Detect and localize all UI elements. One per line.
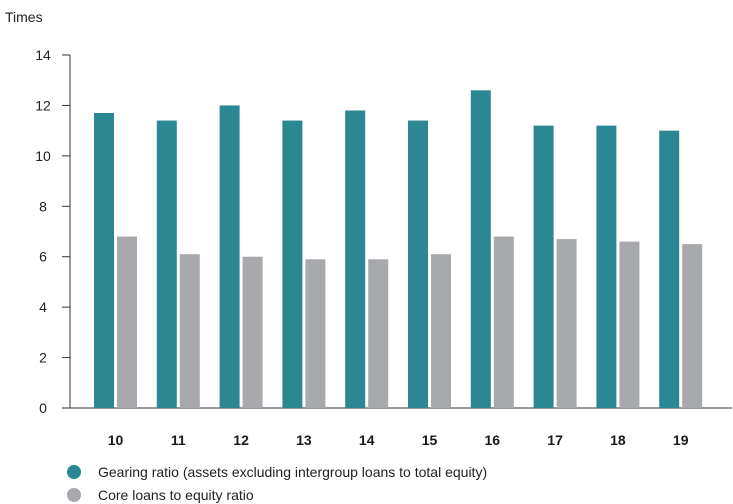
legend-label-gearing: Gearing ratio (assets excluding intergro… — [98, 464, 487, 480]
y-tick-label: 4 — [39, 299, 47, 315]
y-tick-label: 8 — [39, 198, 47, 214]
legend-item-gearing: Gearing ratio (assets excluding intergro… — [67, 464, 487, 480]
bar-gearing-ratio — [470, 90, 491, 409]
bar-core-loans-ratio — [117, 236, 137, 408]
x-category-label: 10 — [108, 432, 124, 448]
bar-gearing-ratio — [408, 120, 428, 409]
bar-core-loans-ratio — [305, 259, 326, 408]
y-tick-label: 2 — [39, 350, 47, 366]
bar-gearing-ratio — [156, 120, 177, 409]
bar-core-loans-ratio — [368, 259, 389, 408]
y-axis-unit-label: Times — [5, 9, 43, 25]
bar-core-loans-ratio — [493, 236, 514, 408]
y-tick-label: 6 — [39, 249, 47, 265]
x-axis-labels: 10 11 12 13 14 15 16 17 18 19 — [108, 432, 689, 448]
bar-gearing-ratio — [596, 125, 617, 408]
bar-core-loans-ratio — [556, 239, 577, 408]
legend-swatch-gearing — [67, 465, 81, 479]
bar-gearing-ratio — [659, 130, 680, 408]
legend-swatch-core-loans — [67, 488, 81, 502]
x-category-label: 18 — [610, 432, 626, 448]
y-axis-ticks: 0 2 4 6 8 10 12 14 — [35, 47, 70, 416]
x-category-label: 14 — [359, 432, 375, 448]
bar-gearing-ratio — [533, 125, 554, 408]
bar-gearing-ratio — [282, 120, 303, 409]
bar-core-loans-ratio — [242, 256, 263, 408]
y-tick-label: 10 — [35, 148, 51, 164]
x-category-label: 16 — [485, 432, 501, 448]
y-tick-label: 14 — [35, 47, 51, 63]
legend: Gearing ratio (assets excluding intergro… — [67, 464, 487, 503]
bar-core-loans-ratio — [179, 254, 200, 408]
x-category-label: 12 — [233, 432, 249, 448]
x-category-label: 11 — [171, 432, 186, 448]
x-category-label: 15 — [422, 432, 438, 448]
legend-item-core-loans: Core loans to equity ratio — [67, 487, 254, 503]
bar-core-loans-ratio — [619, 241, 640, 408]
bar-core-loans-ratio — [431, 254, 451, 408]
bar-gearing-ratio — [219, 105, 240, 408]
x-category-label: 19 — [673, 432, 689, 448]
bars-group — [94, 90, 703, 409]
x-category-label: 17 — [547, 432, 563, 448]
bar-gearing-ratio — [345, 110, 366, 408]
bar-core-loans-ratio — [682, 244, 703, 408]
legend-label-core-loans: Core loans to equity ratio — [98, 487, 254, 503]
bar-gearing-ratio — [94, 112, 114, 408]
x-category-label: 13 — [296, 432, 312, 448]
y-tick-label: 0 — [39, 400, 47, 416]
y-tick-label: 12 — [35, 97, 51, 113]
